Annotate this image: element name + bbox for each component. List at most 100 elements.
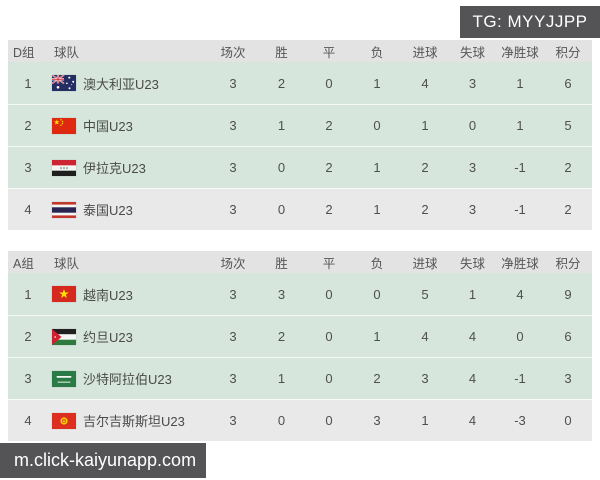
team-name: 沙特阿拉伯U23 [83,372,172,387]
telegram-watermark: TG: MYYJJPP [460,6,600,38]
group-a-header-row: A组 球队 场次 胜 平 负 进球 失球 净胜球 积分 [8,251,592,273]
stat-goals-for: 4 [421,75,429,91]
stat-win: 2 [277,329,286,344]
stat-played: 3 [229,413,237,428]
stat-goals-against: 0 [468,118,477,133]
stat-loss: 1 [373,202,381,217]
stat-draw: 0 [325,75,333,91]
rank: 4 [24,202,32,217]
rank: 2 [24,329,32,344]
column-header-points: 积分 [555,256,581,271]
stat-goals-against: 1 [468,286,477,302]
column-header-goals-against: 失球 [459,45,485,60]
column-header-goal-diff: 净胜球 [501,45,539,60]
team-name: 伊拉克U23 [83,161,146,176]
stat-draw: 2 [325,118,333,133]
column-header-win: 胜 [275,256,288,271]
china-flag-icon [52,117,76,134]
stat-goals-against: 3 [468,75,477,91]
standings-table: D组 球队 场次 胜 平 负 进球 失球 净胜球 积分 1 [8,40,592,441]
column-header-played: 场次 [220,256,246,271]
team-name: 吉尔吉斯斯坦U23 [83,414,185,429]
stat-draw: 0 [325,413,333,428]
stat-draw: 0 [325,286,333,302]
group-d-section: D组 球队 场次 胜 平 负 进球 失球 净胜球 积分 1 [8,40,592,230]
stat-goals-against: 4 [468,329,477,344]
column-header-draw: 平 [322,256,336,271]
stat-played: 3 [229,371,237,386]
team-name: 约旦U23 [83,330,133,345]
table-row-kyrgyzstan: 4 吉尔吉斯斯坦U23 3 0 0 3 1 4 -3 0 [8,399,592,441]
stat-points: 3 [564,371,572,386]
stat-win: 1 [277,371,286,386]
stat-draw: 2 [325,202,333,217]
table-row-thailand: 4 泰国U23 3 0 2 1 2 3 -1 2 [8,188,592,230]
stat-draw: 2 [325,160,333,175]
group-label: D组 [13,45,35,60]
stat-points: 9 [564,286,572,302]
column-header-loss: 负 [370,45,384,60]
column-header-goals-for: 进球 [412,256,438,271]
group-d-header-row: D组 球队 场次 胜 平 负 进球 失球 净胜球 积分 [8,40,592,62]
stat-goal-diff: -1 [514,371,526,386]
stat-goal-diff: 1 [516,118,524,133]
column-header-win: 胜 [275,45,288,60]
stat-loss: 0 [373,286,381,302]
stat-goal-diff: 1 [516,75,524,91]
stat-goals-for: 2 [421,160,429,175]
stat-played: 3 [229,118,237,133]
kyrgyzstan-flag-icon [52,412,76,429]
column-header-goals-against: 失球 [459,256,485,271]
stat-played: 3 [229,75,237,91]
stat-loss: 2 [373,371,381,386]
column-header-loss: 负 [370,256,384,271]
stat-loss: 0 [373,118,381,133]
stat-goals-against: 3 [468,202,477,217]
site-url-watermark: m.click-kaiyunapp.com [0,443,206,478]
stat-goals-for: 2 [421,202,429,217]
stat-points: 6 [564,329,572,344]
table-row-iraq: 3 伊拉克U23 3 0 2 1 2 3 -1 2 [8,146,592,188]
stat-played: 3 [229,160,237,175]
stat-win: 0 [277,202,286,217]
stat-win: 2 [277,75,286,91]
stat-loss: 1 [373,160,381,175]
stat-points: 0 [564,413,572,428]
rank: 4 [24,413,32,428]
stat-loss: 3 [373,413,381,428]
rank: 3 [24,371,32,386]
stat-win: 0 [277,413,286,428]
table-row-australia: 1 澳大利亚U23 3 2 0 1 [8,62,592,104]
stat-played: 3 [229,202,237,217]
team-name: 越南U23 [83,287,133,303]
stat-goals-for: 4 [421,329,429,344]
stat-points: 5 [564,118,572,133]
team-name: 泰国U23 [83,203,133,218]
stat-goals-for: 5 [421,286,429,302]
column-header-team: 球队 [54,45,80,60]
table-row-china: 2 中国U23 3 1 2 0 1 0 1 5 [8,104,592,146]
vietnam-flag-icon [52,286,76,302]
stat-goals-against: 4 [468,413,477,428]
column-header-goal-diff: 净胜球 [501,256,539,271]
iraq-flag-icon [52,159,76,176]
team-name: 中国U23 [83,119,133,134]
column-header-played: 场次 [220,45,246,60]
stat-goals-for: 3 [421,371,429,386]
stat-goal-diff: 0 [516,329,524,344]
stat-goal-diff: -1 [514,160,526,175]
rank: 1 [24,75,32,91]
stat-goal-diff: -3 [514,413,526,428]
stat-loss: 1 [373,329,381,344]
stat-points: 6 [564,75,572,91]
group-label: A组 [13,256,34,271]
stat-played: 3 [229,329,237,344]
saudi-arabia-flag-icon [52,370,76,387]
stat-goal-diff: 4 [516,286,524,302]
group-a-section: A组 球队 场次 胜 平 负 进球 失球 净胜球 积分 1 越南U23 3 3 [8,251,592,441]
team-name: 澳大利亚U23 [83,76,159,92]
stat-points: 2 [564,160,572,175]
stat-goals-against: 4 [468,371,477,386]
table-row-jordan: 2 约旦U23 3 2 0 1 4 4 0 6 [8,315,592,357]
